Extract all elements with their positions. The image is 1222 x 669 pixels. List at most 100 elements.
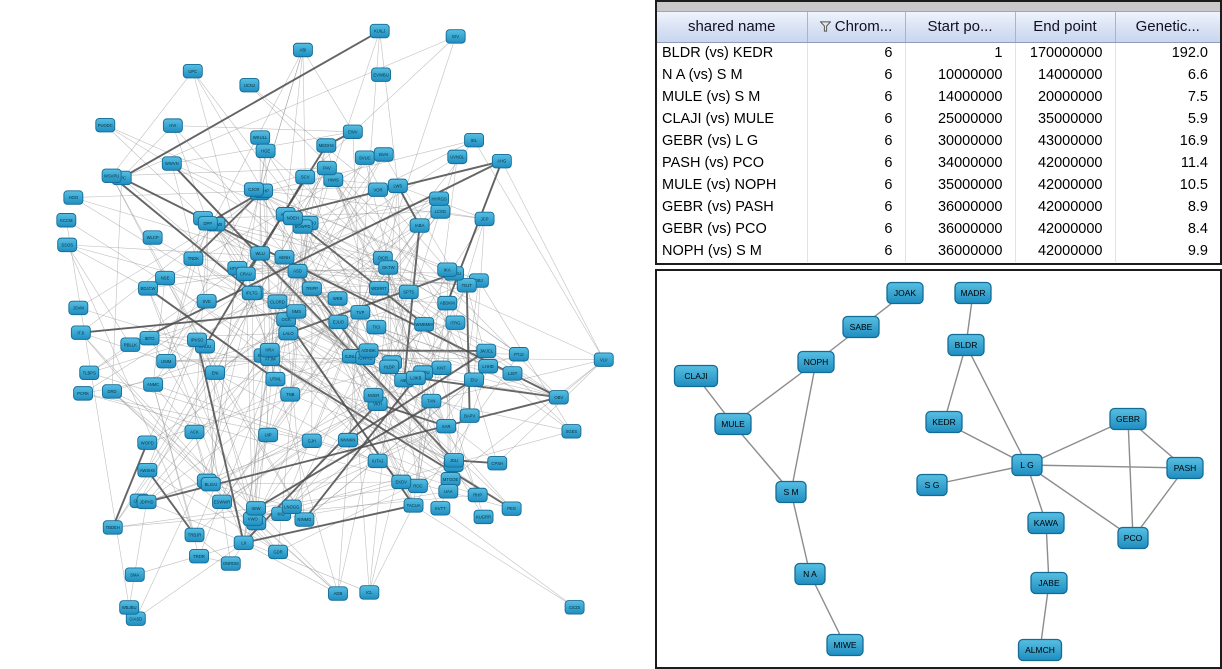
graph-node[interactable]: AWSHS [137,462,158,478]
graph-node-SM[interactable]: S M [775,480,807,504]
graph-node[interactable]: ABDKM [437,295,458,311]
main-network-canvas[interactable]: ABIDMIOICRHVIAMBDJDRDCIASDIJPUOMTGOESCVI… [0,0,655,669]
network-edge[interactable] [255,425,447,509]
network-edge[interactable] [165,218,204,362]
graph-node-MIWE[interactable]: MIWE [826,633,864,657]
network-edge[interactable] [453,280,480,461]
graph-node[interactable]: ABI [292,42,313,58]
network-edge[interactable] [214,225,420,373]
cell-shared-name[interactable]: MULE (vs) S M [657,86,808,108]
graph-node[interactable]: AOHBK [358,343,379,358]
cell-value[interactable]: 6 [807,86,906,108]
cell-value[interactable]: 192.0 [1171,45,1208,62]
cell-value[interactable]: 6 [807,174,906,196]
cell-value[interactable]: 6 [807,130,906,152]
graph-node[interactable]: TNB [280,387,301,402]
cell-value[interactable]: 36000000 [905,240,1016,262]
graph-node[interactable]: EKDV [391,474,412,490]
network-edge[interactable] [326,167,448,304]
graph-node[interactable]: KUILJ [369,23,390,39]
network-edge[interactable] [305,36,456,178]
graph-node[interactable]: KNT [431,360,452,375]
graph-node[interactable]: LJST [502,366,523,381]
network-edge[interactable] [66,244,195,536]
graph-node[interactable]: EIU [464,372,484,387]
graph-node[interactable]: EWV [342,124,363,139]
network-edge[interactable] [352,131,361,313]
network-edge[interactable] [383,154,455,274]
column-header-startpo[interactable]: Start po... [905,12,1016,43]
network-edge[interactable] [303,377,417,521]
graph-node[interactable]: JDPHD [136,494,157,510]
network-edge[interactable] [413,354,520,506]
graph-node[interactable]: WLU [250,246,271,261]
network-edge[interactable] [203,211,441,219]
table-row[interactable]: GEBR (vs) PASH 6 36000000 42000000 8.9 [657,196,1220,218]
cell-shared-name[interactable]: GEBR (vs) PASH [657,196,808,218]
network-edge[interactable] [292,167,328,219]
graph-node[interactable]: KUGRR [473,509,494,525]
network-edge[interactable] [146,501,370,593]
network-edge[interactable] [172,125,353,133]
graph-node[interactable]: BDJCW [138,281,158,296]
graph-node[interactable]: NVER [363,388,384,403]
network-edge[interactable] [351,356,370,593]
column-header-chrom[interactable]: Chrom... [807,12,906,43]
network-edge-JABE-ALMCH[interactable] [1039,582,1050,651]
graph-node[interactable]: IKA [437,262,458,277]
cell-value[interactable]: 1 [905,42,1016,64]
graph-node[interactable]: BAPV [459,408,480,423]
graph-node[interactable]: UPC [182,63,203,79]
graph-node-KEDR[interactable]: KEDR [925,410,963,434]
network-edge[interactable] [369,505,414,593]
network-edge[interactable] [135,542,244,619]
network-edge[interactable] [249,84,559,398]
cell-value[interactable]: 6 [807,152,906,174]
graph-node[interactable]: TVP [350,305,371,320]
network-edge[interactable] [171,162,455,461]
table-row[interactable]: GEBR (vs) PCO 6 36000000 42000000 8.4 [657,218,1220,240]
network-edge[interactable] [105,124,260,194]
cell-shared-name[interactable]: PASH (vs) PCO [657,152,808,174]
graph-node[interactable]: NOEH [282,210,303,226]
network-edge[interactable] [206,293,253,481]
cell-value[interactable]: 42000000 [1015,174,1116,196]
cell-value[interactable]: 34000000 [905,152,1016,174]
network-edge[interactable] [277,189,379,302]
cell-value[interactable]: 6 [807,64,906,86]
column-header-endpoint[interactable]: End point [1015,12,1116,43]
network-edge[interactable] [66,244,131,345]
graph-node[interactable]: GDR [268,544,288,560]
graph-node[interactable]: LWS [387,178,408,194]
graph-node[interactable]: WBJBU [119,600,140,615]
cell-value[interactable]: 6 [807,240,906,262]
network-edge-LG-PCO[interactable] [1026,464,1134,539]
graph-node[interactable]: GKTW [378,260,399,275]
graph-node[interactable]: CLORD [267,294,288,309]
graph-node[interactable]: SGES [561,424,582,439]
graph-node[interactable]: TDJT [456,278,477,293]
cell-shared-name[interactable]: MULE (vs) NOPH [657,174,808,196]
cell-value[interactable]: 6 [807,218,906,240]
graph-node[interactable]: LII [233,535,254,551]
network-edge-PASH-PCO[interactable] [1132,467,1186,539]
graph-node[interactable]: EIV [445,29,466,44]
graph-node-BLDR[interactable]: BLDR [947,333,985,357]
graph-node[interactable]: IEL [464,132,485,148]
graph-node[interactable]: LALO [278,326,299,341]
network-edge[interactable] [501,161,605,360]
graph-node[interactable]: UTML [265,371,286,387]
network-edge[interactable] [78,223,216,309]
graph-node[interactable]: TBDEH [102,520,123,535]
cell-value[interactable]: 25000000 [905,108,1016,130]
graph-node[interactable]: DPP [197,216,218,231]
cell-value[interactable]: 6.6 [1187,67,1208,83]
graph-node[interactable]: WMBMM [414,317,435,332]
graph-node[interactable]: PAV [316,160,337,176]
network-edge[interactable] [373,291,410,396]
cell-value[interactable]: 5.9 [1187,111,1208,127]
graph-node-JOAK[interactable]: JOAK [886,281,924,305]
graph-node[interactable]: ENI [205,365,226,380]
network-edge[interactable] [455,322,498,464]
cell-shared-name[interactable]: N A (vs) S M [657,64,808,86]
